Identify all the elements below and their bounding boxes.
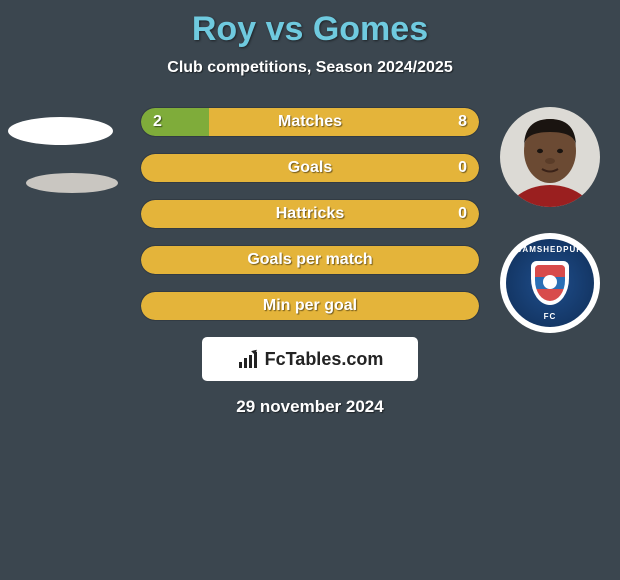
bar-value-right: 0 [458,154,467,182]
club-name-bottom: FC [544,312,557,321]
bar-label: Min per goal [141,292,479,320]
season-subtitle: Club competitions, Season 2024/2025 [0,59,620,77]
snapshot-date: 29 november 2024 [0,397,620,417]
stat-bar-matches: Matches2 8 [140,107,480,137]
player-a-column [8,107,113,193]
stat-bar-goals-per-match: Goals per match [140,245,480,275]
bar-label: Goals per match [141,246,479,274]
site-label: FcTables.com [265,349,384,370]
player-a-avatar-placeholder-bottom [26,173,118,193]
stat-bar-hattricks: Hattricks0 [140,199,480,229]
player-a-name: Roy [192,10,256,48]
vs-label: vs [266,10,304,48]
content-area: JAMSHEDPUR FC Matches28Goals0Hattricks0G… [0,107,620,321]
stat-bars: Matches28Goals0Hattricks0Goals per match… [140,107,480,321]
bar-label: Hattricks [141,200,479,228]
bar-label: Goals [141,154,479,182]
player-b-column: JAMSHEDPUR FC [500,107,600,333]
stat-bar-min-per-goal: Min per goal [140,291,480,321]
player-b-avatar-svg [500,107,600,207]
club-name-top: JAMSHEDPUR [517,245,583,254]
comparison-title: Roy vs Gomes [0,0,620,49]
club-badge-inner: JAMSHEDPUR FC [506,239,594,327]
bar-label: Matches [141,108,479,136]
bar-value-left: 2 [153,108,162,136]
stat-bar-goals: Goals0 [140,153,480,183]
chart-icon [237,350,259,368]
player-b-name: Gomes [313,10,428,48]
player-b-avatar [500,107,600,207]
site-attribution[interactable]: FcTables.com [202,337,418,381]
player-a-avatar-placeholder-top [8,117,113,145]
bar-value-right: 8 [458,108,467,136]
bar-value-right: 0 [458,200,467,228]
club-shield-icon [531,261,569,305]
player-b-club-badge: JAMSHEDPUR FC [500,233,600,333]
